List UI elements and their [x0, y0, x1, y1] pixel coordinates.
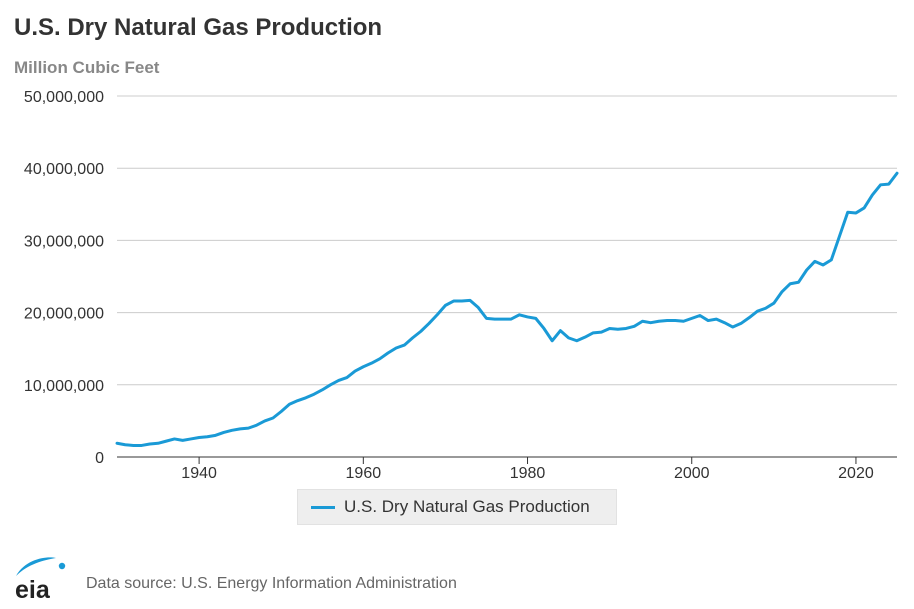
x-tick-label: 1960	[346, 465, 382, 482]
svg-text:eia: eia	[15, 576, 51, 602]
y-tick-label: 10,000,000	[24, 378, 104, 395]
y-tick-label: 30,000,000	[24, 233, 104, 250]
legend-swatch	[311, 505, 335, 509]
chart-title: U.S. Dry Natural Gas Production	[14, 14, 383, 41]
x-tick-label: 2020	[838, 465, 874, 482]
data-source-note: Data source: U.S. Energy Information Adm…	[86, 575, 457, 592]
x-tick-label: 1940	[181, 465, 217, 482]
footer: eia Data source: U.S. Energy Information…	[14, 553, 457, 603]
legend[interactable]: U.S. Dry Natural Gas Production	[297, 489, 617, 525]
chart-subtitle: Million Cubic Feet	[14, 58, 160, 77]
legend-label: U.S. Dry Natural Gas Production	[344, 497, 590, 516]
y-tick-label: 40,000,000	[24, 161, 104, 178]
eia-logo: eia	[15, 557, 66, 602]
y-tick-label: 50,000,000	[24, 89, 104, 106]
y-tick-label: 20,000,000	[24, 306, 104, 323]
y-tick-label: 0	[95, 450, 104, 467]
x-tick-label: 1980	[510, 465, 546, 482]
x-tick-label: 2000	[674, 465, 710, 482]
series-line-us-dry-natural-gas-production	[115, 171, 899, 447]
